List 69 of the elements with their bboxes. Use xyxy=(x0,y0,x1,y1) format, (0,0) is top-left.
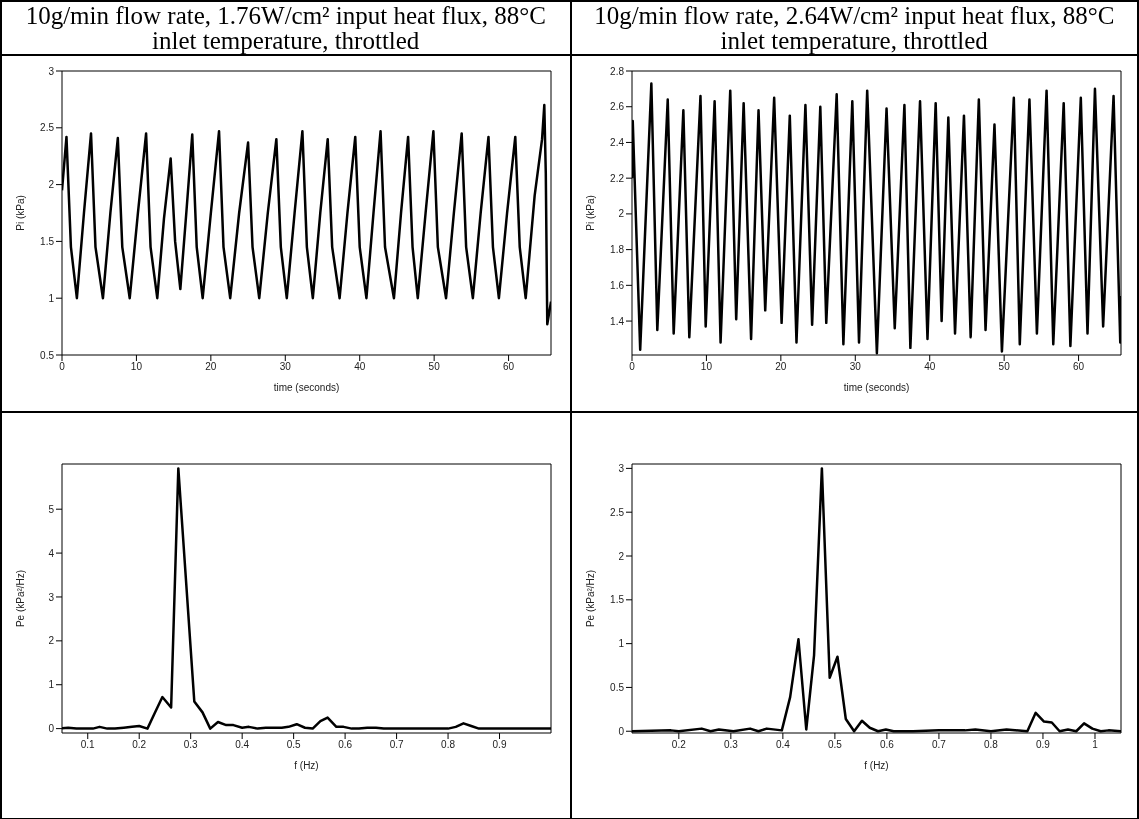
y-tick-label: 1.8 xyxy=(609,244,624,256)
chart-title: 10g/min flow rate, 1.76W/cm² input heat flux, 88°C inlet temperature, throttled xyxy=(25,2,546,54)
chart-title: 10g/min flow rate, 2.64W/cm² input heat flux, 88°C inlet temperature, throttled xyxy=(594,2,1115,54)
y-tick-label: 1 xyxy=(48,679,55,691)
x-tick-label: 20 xyxy=(774,361,787,373)
y-tick-label: 3 xyxy=(617,462,624,474)
x-tick-label: 0.5 xyxy=(286,739,302,751)
x-tick-label: 30 xyxy=(849,361,861,373)
x-tick-label: 10 xyxy=(700,361,712,373)
y-tick-label: 1.5 xyxy=(609,594,624,606)
y-axis-title: Pe (kPa²/Hz) xyxy=(14,569,26,628)
x-tick-label: 0.8 xyxy=(441,739,456,751)
x-tick-label: 0 xyxy=(628,361,635,373)
y-tick-label: 0.5 xyxy=(40,349,55,361)
y-tick-label: 1 xyxy=(48,292,55,304)
x-tick-label: 10 xyxy=(130,361,143,373)
x-tick-label: 50 xyxy=(998,361,1010,373)
y-tick-label: 2 xyxy=(48,635,55,647)
x-tick-label: 0.3 xyxy=(183,739,199,751)
y-tick-label: 1.6 xyxy=(609,279,624,291)
x-tick-label: 0.1 xyxy=(80,739,96,751)
x-tick-label: 0 xyxy=(59,361,66,373)
x-tick-label: 0.2 xyxy=(671,739,686,751)
x-tick-label: 0.6 xyxy=(338,739,353,751)
x-tick-label: 40 xyxy=(354,361,366,373)
y-tick-label: 2 xyxy=(617,208,624,220)
x-tick-label: 0.9 xyxy=(1035,739,1050,751)
y-tick-label: 2.5 xyxy=(609,506,624,518)
y-tick-label: 1.4 xyxy=(609,315,624,327)
x-axis-title: time (seconds) xyxy=(843,382,909,393)
y-tick-label: 4 xyxy=(48,547,55,559)
x-tick-label: 0.4 xyxy=(775,739,790,751)
x-tick-label: 40 xyxy=(923,361,936,373)
x-tick-label: 60 xyxy=(503,361,515,373)
y-tick-label: 2.6 xyxy=(609,101,624,113)
y-tick-label: 1.5 xyxy=(40,235,55,247)
y-tick-label: 2 xyxy=(617,550,624,562)
y-tick-label: 3 xyxy=(48,591,55,603)
x-axis-title: time (seconds) xyxy=(273,382,340,393)
y-tick-label: 2.4 xyxy=(609,137,624,148)
y-axis-title: Pi (kPa) xyxy=(14,195,26,231)
x-tick-label: 20 xyxy=(205,361,217,373)
x-tick-label: 0.7 xyxy=(931,739,946,751)
x-tick-label: 30 xyxy=(279,361,292,373)
y-tick-label: 2 xyxy=(48,179,55,191)
x-tick-label: 60 xyxy=(1072,361,1085,373)
x-tick-label: 50 xyxy=(428,361,441,373)
y-axis-title: Pi (kPa) xyxy=(584,195,596,231)
y-tick-label: 5 xyxy=(48,503,55,515)
y-tick-label: 3 xyxy=(48,65,55,77)
y-tick-label: 2.8 xyxy=(609,65,624,77)
x-tick-label: 0.5 xyxy=(827,739,842,751)
x-tick-label: 0.2 xyxy=(132,739,147,751)
x-axis-title: f (Hz) xyxy=(863,760,889,771)
y-axis-title: Pe (kPa²/Hz) xyxy=(584,569,596,628)
x-tick-label: 0.4 xyxy=(235,739,250,751)
y-tick-label: 1 xyxy=(617,638,624,650)
x-axis-title: f (Hz) xyxy=(294,760,319,771)
x-tick-label: 0.7 xyxy=(389,739,404,751)
y-tick-label: 2.2 xyxy=(609,172,624,184)
y-tick-label: 0.5 xyxy=(609,681,624,693)
x-tick-label: 1 xyxy=(1091,739,1098,751)
y-tick-label: 0 xyxy=(617,725,624,737)
x-tick-label: 0.3 xyxy=(723,739,738,751)
x-tick-label: 0.9 xyxy=(492,739,507,751)
x-tick-label: 0.8 xyxy=(983,739,998,751)
y-tick-label: 0 xyxy=(48,723,55,735)
x-tick-label: 0.6 xyxy=(879,739,894,751)
y-tick-label: 2.5 xyxy=(40,122,55,134)
